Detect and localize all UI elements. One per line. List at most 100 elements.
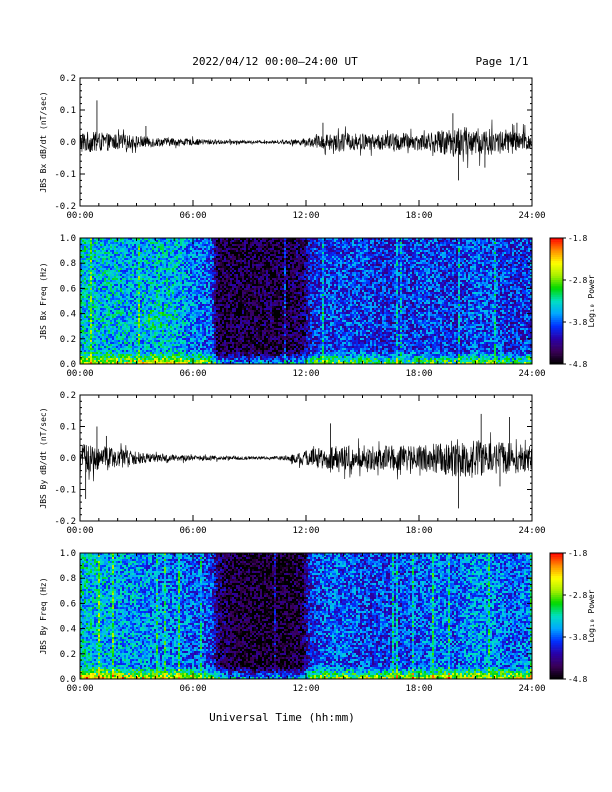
- spectrogram-cell: [124, 284, 127, 287]
- spectrogram-cell: [228, 264, 231, 267]
- spectrogram-cell: [122, 296, 125, 299]
- spectrogram-cell: [92, 240, 95, 243]
- spectrogram-cell: [208, 296, 211, 299]
- spectrogram-cell: [128, 306, 131, 309]
- spectrogram-cell: [96, 262, 99, 265]
- spectrogram-cell: [184, 362, 187, 365]
- spectrogram-cell: [80, 298, 83, 301]
- spectrogram-cell: [232, 336, 235, 339]
- spectrogram-cell: [188, 300, 191, 303]
- spectrogram-cell: [188, 246, 191, 249]
- spectrogram-cell: [152, 308, 155, 311]
- spectrogram-cell: [168, 306, 171, 309]
- spectrogram-cell: [158, 342, 161, 345]
- spectrogram-cell: [88, 296, 91, 299]
- spectrogram-cell: [214, 250, 217, 253]
- spectrogram-cell: [194, 302, 197, 305]
- spectrogram-cell: [190, 326, 193, 329]
- spectrogram-cell: [104, 344, 107, 347]
- spectrogram-cell: [198, 342, 201, 345]
- spectrogram-cell: [134, 266, 137, 269]
- spectrogram-cell: [170, 262, 173, 265]
- spectrogram-cell: [154, 338, 157, 341]
- spectrogram-cell: [194, 242, 197, 245]
- spectrogram-cell: [144, 284, 147, 287]
- spectrogram-cell: [116, 270, 119, 273]
- spectrogram-cell: [102, 358, 105, 361]
- spectrogram-cell: [98, 280, 101, 283]
- spectrogram-cell: [220, 358, 223, 361]
- spectrogram-cell: [212, 246, 215, 249]
- spectrogram-cell: [194, 252, 197, 255]
- spectrogram-cell: [92, 276, 95, 279]
- spectrogram-cell: [132, 350, 135, 353]
- spectrogram-cell: [176, 260, 179, 263]
- spectrogram-cell: [124, 256, 127, 259]
- spectrogram-cell: [132, 340, 135, 343]
- spectrogram-cell: [168, 332, 171, 335]
- spectrogram-cell: [210, 260, 213, 263]
- spectrogram-cell: [94, 302, 97, 305]
- spectrogram-cell: [220, 312, 223, 315]
- spectrogram-cell: [82, 282, 85, 285]
- spectrogram-cell: [178, 288, 181, 291]
- spectrogram-cell: [198, 250, 201, 253]
- spectrogram-cell: [184, 246, 187, 249]
- spectrogram-cell: [126, 336, 129, 339]
- spectrogram-cell: [126, 302, 129, 305]
- spectrogram-cell: [142, 350, 145, 353]
- spectrogram-cell: [108, 270, 111, 273]
- spectrogram-cell: [114, 348, 117, 351]
- spectrogram-cell: [178, 320, 181, 323]
- spectrogram-cell: [234, 264, 237, 267]
- spectrogram-cell: [154, 352, 157, 355]
- spectrogram-cell: [222, 298, 225, 301]
- spectrogram-cell: [186, 308, 189, 311]
- spectrogram-cell: [174, 294, 177, 297]
- spectrogram-cell: [148, 354, 151, 357]
- spectrogram-cell: [126, 358, 129, 361]
- spectrogram-cell: [168, 330, 171, 333]
- spectrogram-cell: [148, 346, 151, 349]
- spectrogram-cell: [168, 336, 171, 339]
- spectrogram-cell: [132, 292, 135, 295]
- spectrogram-cell: [164, 348, 167, 351]
- spectrogram-cell: [84, 310, 87, 313]
- spectrogram-cell: [106, 360, 109, 363]
- spectrogram-cell: [156, 326, 159, 329]
- spectrogram-cell: [82, 266, 85, 269]
- spectrogram-cell: [182, 278, 185, 281]
- spectrogram-cell: [114, 290, 117, 293]
- spectrogram-cell: [118, 280, 121, 283]
- spectrogram-cell: [116, 356, 119, 359]
- spectrogram-cell: [88, 326, 91, 329]
- spectrogram-cell: [116, 344, 119, 347]
- spectrogram-cell: [166, 284, 169, 287]
- spectrogram-cell: [142, 306, 145, 309]
- spectrogram-cell: [172, 298, 175, 301]
- spectrogram-cell: [100, 282, 103, 285]
- spectrogram-cell: [226, 296, 229, 299]
- spectrogram-cell: [154, 318, 157, 321]
- spectrogram-cell: [120, 304, 123, 307]
- spectrogram-cell: [222, 334, 225, 337]
- spectrogram-cell: [84, 356, 87, 359]
- spectrogram-cell: [102, 322, 105, 325]
- spectrogram-cell: [88, 252, 91, 255]
- spectrogram-cell: [132, 290, 135, 293]
- spectrogram-cell: [116, 292, 119, 295]
- spectrogram-cell: [120, 248, 123, 251]
- spectrogram-cell: [92, 252, 95, 255]
- spectrogram-cell: [162, 320, 165, 323]
- spectrogram-cell: [196, 336, 199, 339]
- spectrogram-cell: [132, 282, 135, 285]
- spectrogram-cell: [176, 264, 179, 267]
- spectrogram-cell: [180, 304, 183, 307]
- spectrogram-cell: [148, 238, 151, 241]
- spectrogram-cell: [134, 238, 137, 241]
- spectrogram-cell: [208, 254, 211, 257]
- spectrogram-cell: [216, 280, 219, 283]
- spectrogram-cell: [102, 360, 105, 363]
- spectrogram-cell: [172, 360, 175, 363]
- spectrogram-cell: [158, 300, 161, 303]
